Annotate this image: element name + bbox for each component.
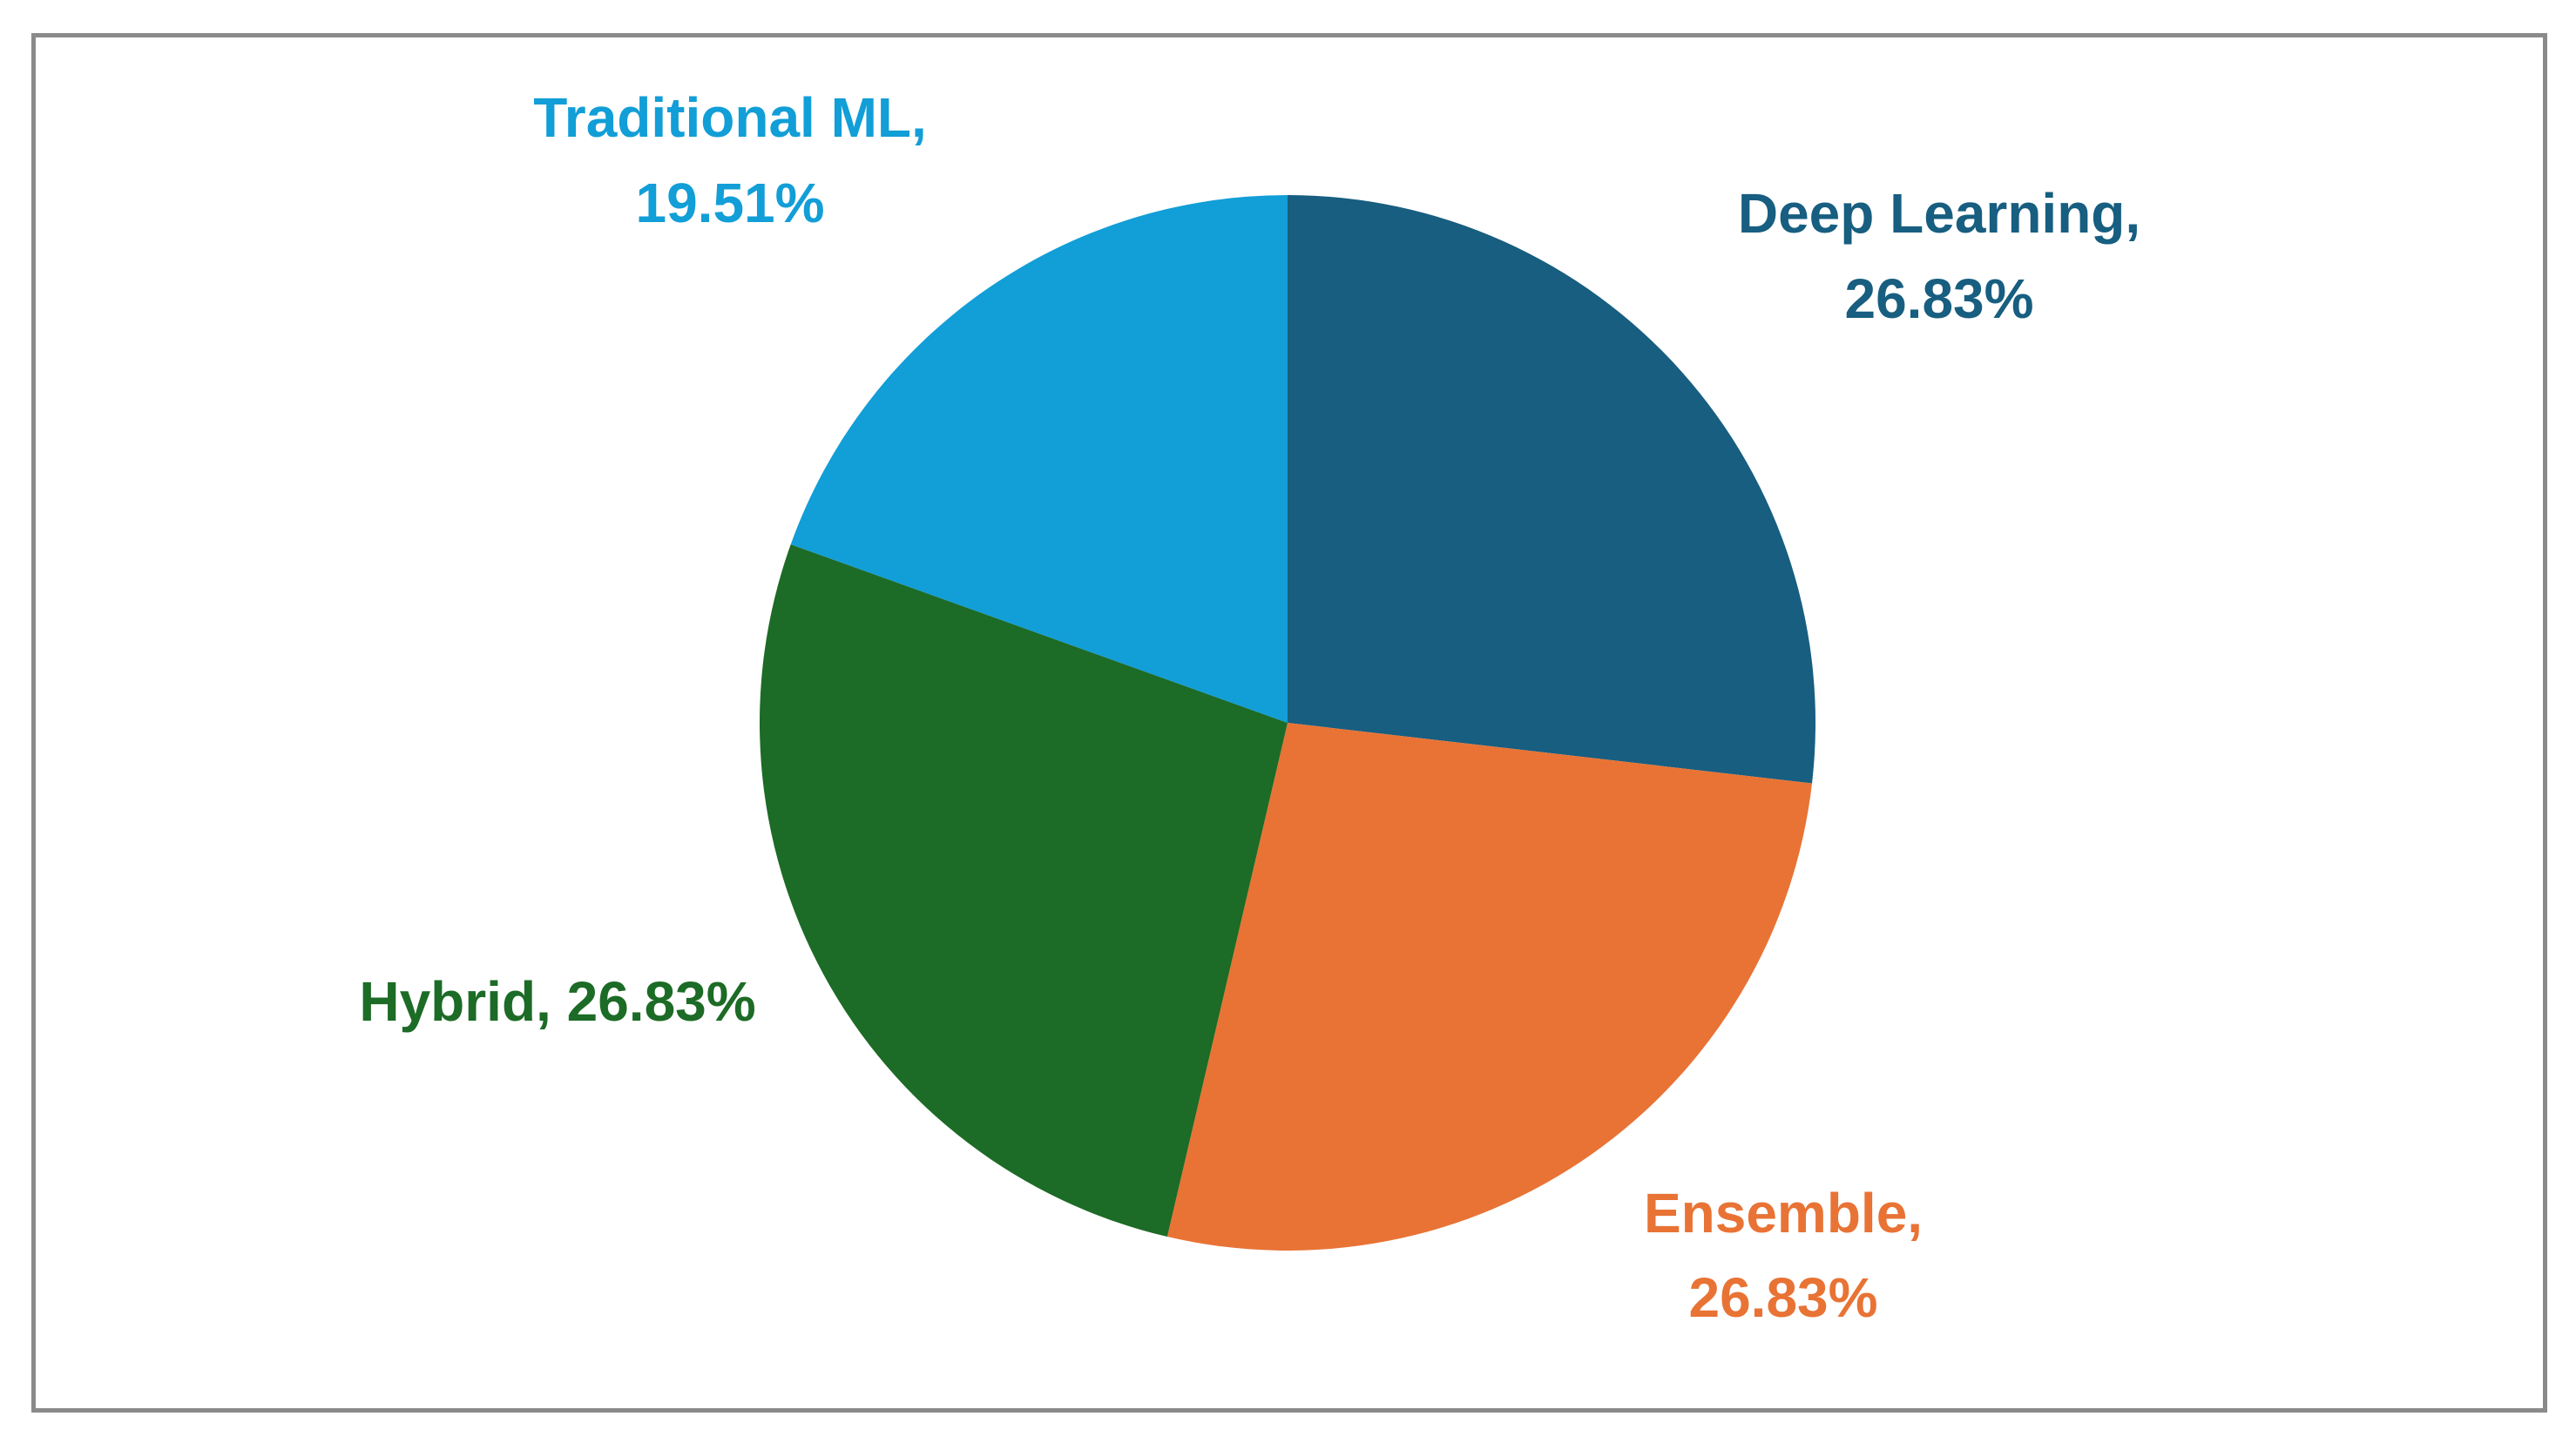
data-label-ensemble-value: 26.83%	[1688, 1266, 1877, 1329]
data-label-hybrid: Hybrid, 26.83%	[359, 970, 755, 1033]
pie-slice-traditional-ml	[790, 195, 1288, 723]
pie-slice-ensemble	[1166, 723, 1812, 1251]
pie-slice-deep-learning	[1288, 195, 1816, 784]
pie-slice-hybrid	[760, 544, 1288, 1238]
pie-slices	[760, 195, 1816, 1251]
data-label-ensemble-name: Ensemble,	[1644, 1182, 1923, 1244]
data-label-traditional-ml-value: 19.51%	[635, 172, 824, 234]
data-label-deep-learning-name: Deep Learning,	[1738, 182, 2140, 245]
pie-labels: Deep Learning, 26.83% Ensemble, 26.83% Hybri…	[359, 86, 2140, 1329]
data-label-traditional-ml-name: Traditional ML,	[533, 86, 927, 149]
data-label-deep-learning-value: 26.83%	[1844, 267, 2033, 330]
